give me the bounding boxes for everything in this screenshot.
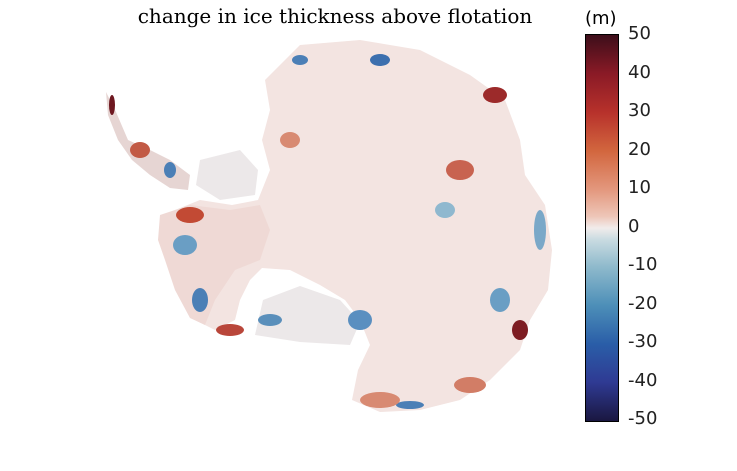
colorbar-tick: 50 [628,23,651,44]
colorbar-tick: -10 [628,254,658,275]
colorbar-tick: 40 [628,62,651,83]
thinning-hotspots [164,54,546,409]
thickening-hotspots [109,87,528,408]
colorbar [585,34,619,422]
ross-ice-shelf [255,286,360,345]
filchner-ronne-ice-shelf [196,150,258,200]
east-antarctica [160,40,552,412]
colorbar-tick: -50 [628,408,658,429]
map-title: change in ice thickness above flotation [137,4,533,28]
west-antarctica [158,205,270,325]
colorbar-tick: 0 [628,216,640,237]
antarctic-peninsula [106,92,190,190]
colorbar-unit: (m) [585,8,617,29]
colorbar-tick: -20 [628,293,658,314]
colorbar-tick: 30 [628,100,651,121]
colorbar-tick: 20 [628,139,651,160]
colorbar-tick: 10 [628,177,651,198]
colorbar-tick: -40 [628,370,658,391]
colorbar-tick: -30 [628,331,658,352]
